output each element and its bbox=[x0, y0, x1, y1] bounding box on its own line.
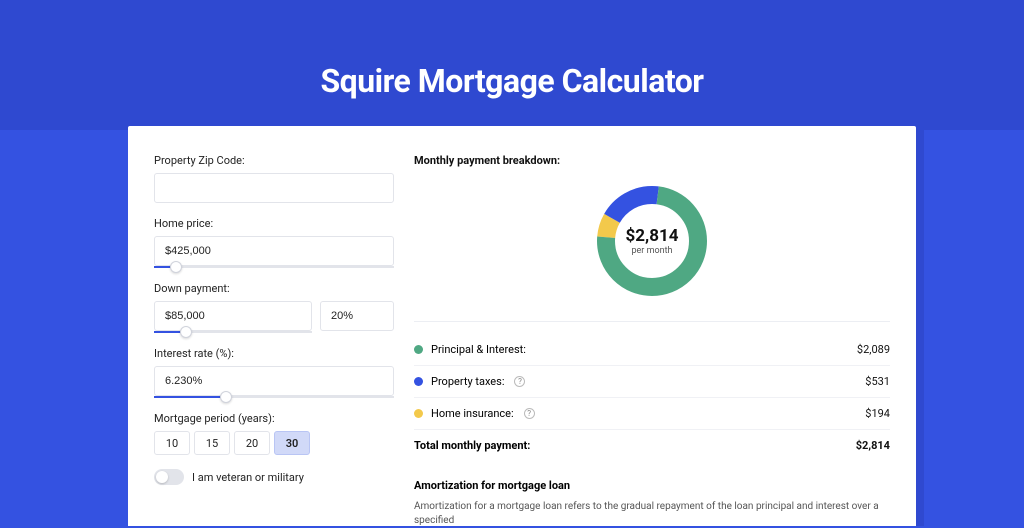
legend-label: Home insurance: bbox=[431, 407, 514, 420]
home-price-slider-thumb[interactable] bbox=[170, 261, 182, 273]
down-payment-percent-input[interactable] bbox=[320, 301, 394, 331]
legend-dot-icon bbox=[414, 409, 423, 418]
legend-label: Principal & Interest: bbox=[431, 343, 526, 356]
period-button-30[interactable]: 30 bbox=[274, 431, 310, 455]
donut-chart: $2,814 per month bbox=[590, 179, 714, 303]
info-icon[interactable]: ? bbox=[524, 408, 535, 419]
down-payment-slider-thumb[interactable] bbox=[180, 326, 192, 338]
veteran-toggle-knob bbox=[156, 471, 168, 483]
period-button-20[interactable]: 20 bbox=[234, 431, 270, 455]
down-payment-label: Down payment: bbox=[154, 282, 394, 295]
legend-dot-icon bbox=[414, 377, 423, 386]
amortization-text: Amortization for a mortgage loan refers … bbox=[414, 500, 890, 528]
donut-chart-wrap: $2,814 per month bbox=[414, 179, 890, 303]
home-price-slider[interactable] bbox=[154, 266, 394, 268]
calculator-card: Property Zip Code: Home price: Down paym… bbox=[128, 126, 916, 526]
legend: Principal & Interest: $2,089 Property taxe… bbox=[414, 334, 890, 430]
home-price-input[interactable] bbox=[154, 236, 394, 266]
legend-value: $2,089 bbox=[857, 343, 890, 356]
interest-rate-slider-thumb[interactable] bbox=[220, 391, 232, 403]
amortization-title: Amortization for mortgage loan bbox=[414, 479, 890, 492]
page-title: Squire Mortgage Calculator bbox=[0, 0, 1024, 100]
zip-label: Property Zip Code: bbox=[154, 154, 394, 167]
legend-value: $531 bbox=[865, 375, 890, 388]
total-label: Total monthly payment: bbox=[414, 439, 530, 452]
total-value: $2,814 bbox=[856, 439, 890, 452]
zip-input[interactable] bbox=[154, 173, 394, 203]
veteran-toggle[interactable] bbox=[154, 469, 184, 485]
donut-sub: per month bbox=[631, 246, 672, 256]
legend-total-row: Total monthly payment: $2,814 bbox=[414, 430, 890, 461]
breakdown-title: Monthly payment breakdown: bbox=[414, 154, 890, 167]
mortgage-period-buttons: 10152030 bbox=[154, 431, 394, 455]
divider bbox=[414, 321, 890, 322]
down-payment-amount-input[interactable] bbox=[154, 301, 312, 331]
interest-rate-input[interactable] bbox=[154, 366, 394, 396]
mortgage-period-field-group: Mortgage period (years): 10152030 bbox=[154, 412, 394, 455]
period-button-10[interactable]: 10 bbox=[154, 431, 190, 455]
legend-value: $194 bbox=[865, 407, 890, 420]
veteran-label: I am veteran or military bbox=[192, 471, 304, 484]
donut-center: $2,814 per month bbox=[590, 179, 714, 303]
home-price-field-group: Home price: bbox=[154, 217, 394, 268]
legend-dot-icon bbox=[414, 345, 423, 354]
legend-label: Property taxes: bbox=[431, 375, 504, 388]
home-price-label: Home price: bbox=[154, 217, 394, 230]
legend-row-0: Principal & Interest: $2,089 bbox=[414, 334, 890, 366]
interest-rate-field-group: Interest rate (%): bbox=[154, 347, 394, 398]
period-button-15[interactable]: 15 bbox=[194, 431, 230, 455]
veteran-toggle-row: I am veteran or military bbox=[154, 469, 394, 485]
info-icon[interactable]: ? bbox=[514, 376, 525, 387]
amortization-section: Amortization for mortgage loan Amortizat… bbox=[414, 479, 890, 528]
interest-rate-slider[interactable] bbox=[154, 396, 394, 398]
down-payment-slider[interactable] bbox=[154, 331, 312, 333]
zip-field-group: Property Zip Code: bbox=[154, 154, 394, 203]
mortgage-period-label: Mortgage period (years): bbox=[154, 412, 394, 425]
donut-amount: $2,814 bbox=[626, 226, 679, 246]
legend-row-2: Home insurance:? $194 bbox=[414, 398, 890, 430]
down-payment-field-group: Down payment: bbox=[154, 282, 394, 333]
breakdown-column: Monthly payment breakdown: $2,814 per mo… bbox=[414, 154, 890, 526]
form-column: Property Zip Code: Home price: Down paym… bbox=[154, 154, 394, 526]
legend-row-1: Property taxes:? $531 bbox=[414, 366, 890, 398]
interest-rate-label: Interest rate (%): bbox=[154, 347, 394, 360]
